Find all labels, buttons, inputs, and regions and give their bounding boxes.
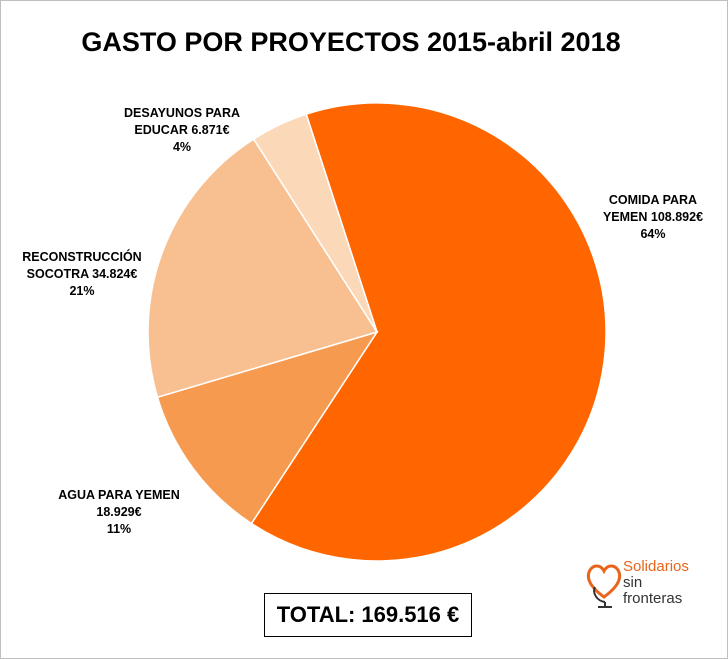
logo-text: Solidarios sin fronteras	[623, 559, 689, 607]
slice-label-desayunos-percent: 4%	[172, 140, 192, 154]
slice-label-desayunos-line2: EDUCAR 6.871€	[134, 123, 230, 137]
pie-slice-desayunos	[252, 113, 378, 333]
logo-line3: fronteras	[623, 590, 683, 607]
slice-label-agua-percent: 11%	[106, 522, 132, 536]
slice-label-socotra: RECONSTRUCCIÓN SOCOTRA 34.824€ 21%	[9, 249, 155, 300]
slice-label-socotra-line1: RECONSTRUCCIÓN	[22, 250, 142, 264]
slice-label-socotra-percent: 21%	[69, 284, 95, 298]
slice-label-comida-percent: 64%	[640, 227, 666, 241]
slice-label-desayunos-line1: DESAYUNOS PARA	[124, 106, 240, 120]
slice-label-socotra-line2: SOCOTRA 34.824€	[26, 267, 138, 281]
slice-label-agua: AGUA PARA YEMEN 18.929€ 11%	[49, 487, 189, 538]
pie-slice-agua	[156, 330, 379, 525]
total-box: TOTAL: 169.516 €	[264, 593, 472, 637]
slice-label-agua-line1: AGUA PARA YEMEN	[58, 488, 180, 502]
slice-label-comida-line1: COMIDA PARA	[608, 193, 698, 207]
slice-label-desayunos: DESAYUNOS PARA EDUCAR 6.871€ 4%	[109, 105, 255, 156]
slice-label-comida-line2: YEMEN 108.892€	[602, 210, 704, 224]
slice-label-comida: COMIDA PARA YEMEN 108.892€ 64%	[583, 192, 723, 243]
slice-label-agua-line2: 18.929€	[96, 505, 142, 519]
logo-line2: sin	[623, 574, 643, 591]
pie-slice-socotra	[147, 138, 379, 399]
logo: Solidarios sin fronteras	[583, 557, 713, 609]
chart-title: GASTO POR PROYECTOS 2015-abril 2018	[81, 27, 621, 57]
heart-globe-icon	[586, 564, 622, 608]
total-value: 169.516 €	[361, 602, 460, 627]
logo-line1: Solidarios	[623, 558, 689, 575]
total-label: TOTAL:	[276, 602, 356, 627]
